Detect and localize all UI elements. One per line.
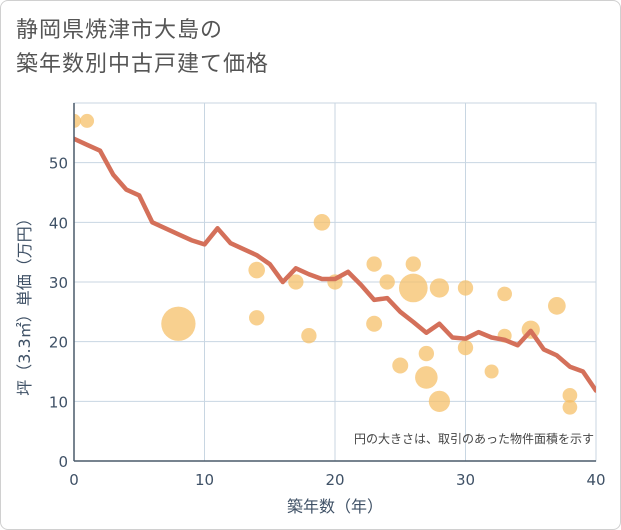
chart-title-line2: 築年数別中古戸建て価格 bbox=[16, 52, 270, 77]
bubble-point bbox=[429, 278, 450, 298]
bubble-point bbox=[392, 357, 409, 374]
bubble-point bbox=[497, 286, 512, 302]
bubble-point bbox=[398, 273, 428, 303]
trend-line bbox=[74, 136, 596, 393]
bubble-point bbox=[74, 113, 81, 128]
bubble-point bbox=[80, 113, 95, 128]
x-tick-label: 10 bbox=[195, 471, 214, 489]
bubble-series bbox=[74, 113, 578, 415]
bubble-point bbox=[366, 256, 382, 272]
bubble-point bbox=[547, 297, 566, 315]
trend-series bbox=[74, 136, 596, 393]
bubble-point bbox=[379, 274, 395, 290]
bubble-point bbox=[562, 399, 578, 415]
bubble-point bbox=[457, 339, 474, 356]
bubble-point bbox=[301, 328, 317, 344]
bubble-point bbox=[405, 256, 421, 272]
bubble-point bbox=[484, 364, 499, 379]
y-axis-label: 坪（3.3㎡）単価（万円） bbox=[15, 210, 34, 395]
bubble-point bbox=[249, 310, 265, 326]
chart-title-line1: 静岡県焼津市大島の bbox=[16, 18, 224, 43]
x-tick-label: 40 bbox=[586, 471, 605, 489]
bubble-point bbox=[457, 280, 474, 296]
bubble-point bbox=[288, 274, 304, 290]
x-tick-label: 0 bbox=[69, 471, 79, 489]
y-tick-label: 40 bbox=[49, 214, 68, 232]
bubble-point bbox=[418, 345, 435, 362]
bubble-point bbox=[415, 366, 438, 389]
y-tick-label: 20 bbox=[49, 334, 68, 352]
y-tick-label: 10 bbox=[49, 393, 68, 411]
y-tick-label: 50 bbox=[49, 155, 68, 173]
bubble-point bbox=[313, 214, 331, 231]
y-tick-label: 0 bbox=[58, 453, 68, 471]
bubble-point bbox=[366, 315, 383, 332]
x-tick-label: 20 bbox=[325, 471, 344, 489]
tick-labels: 0 10 20 30 40 0 10 20 30 40 50 bbox=[49, 155, 606, 489]
chart-title: 静岡県焼津市大島の 築年数別中古戸建て価格 bbox=[16, 14, 269, 82]
bubble-point bbox=[248, 261, 265, 279]
x-axis-label: 築年数（年） bbox=[287, 497, 383, 516]
chart-note: 円の大きさは、取引のあった物件面積を示す bbox=[354, 431, 594, 446]
y-tick-label: 30 bbox=[49, 274, 68, 292]
bubble-point bbox=[428, 390, 451, 412]
bubble-point bbox=[562, 388, 578, 403]
x-tick-label: 30 bbox=[456, 471, 475, 489]
bubble-point bbox=[161, 306, 196, 341]
axes bbox=[73, 103, 596, 462]
